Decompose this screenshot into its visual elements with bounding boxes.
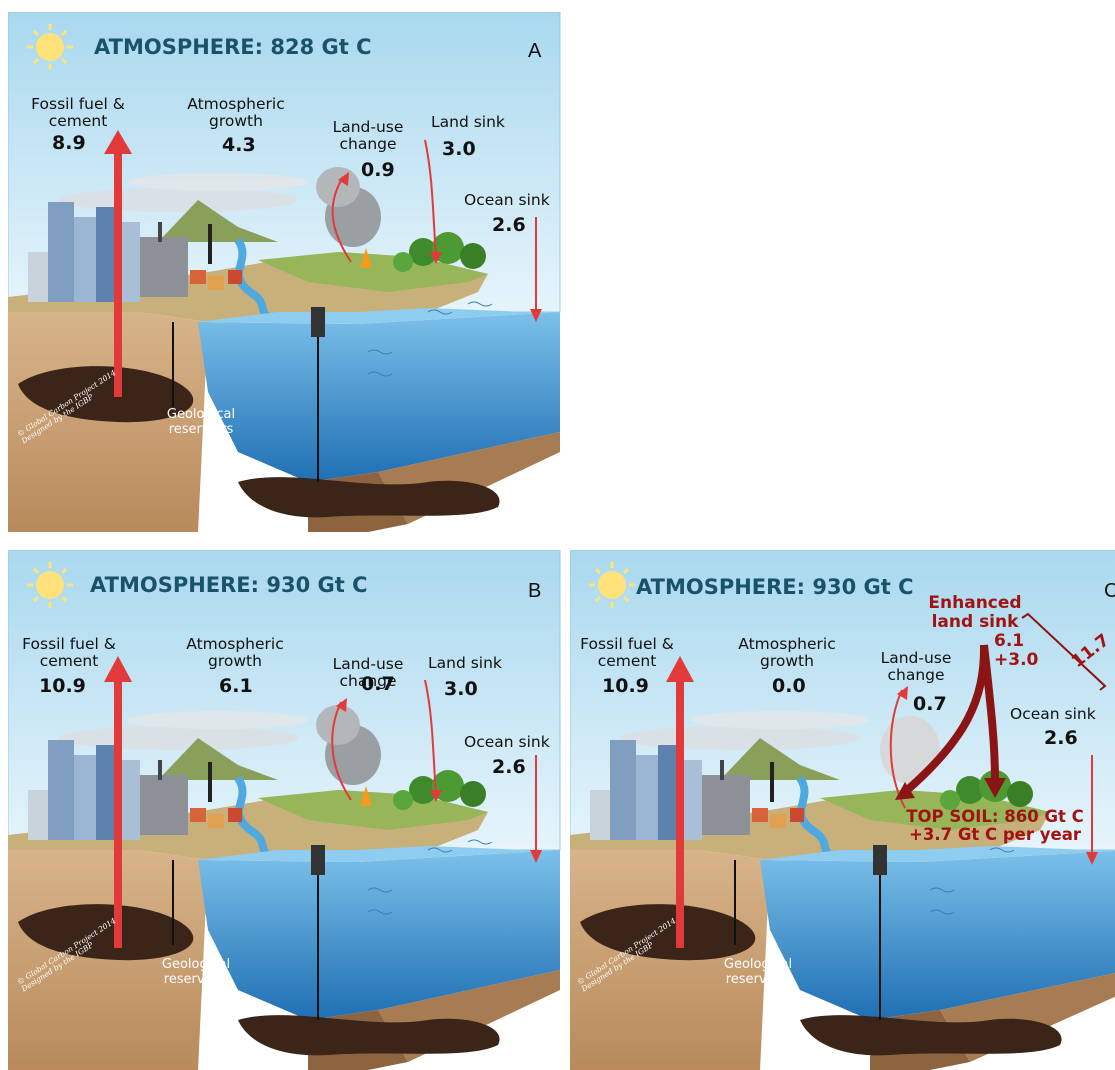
fossil-fuel-value: 10.9 bbox=[39, 675, 86, 697]
ocean-sink-value: 2.6 bbox=[492, 756, 526, 778]
atmospheric-growth-value: 4.3 bbox=[222, 134, 256, 156]
atmospheric-growth-label: Atmospheric growth bbox=[738, 635, 836, 671]
ocean-sink-value: 2.6 bbox=[492, 214, 526, 236]
geological-reservoirs-label: Geological reservoirs bbox=[161, 957, 231, 987]
top-soil-label: TOP SOIL: 860 Gt C +3.7 Gt C per year bbox=[906, 807, 1084, 845]
atmospheric-growth-value: 6.1 bbox=[219, 675, 253, 697]
panel-letter: B bbox=[528, 580, 542, 602]
ocean-sink-label: Ocean sink bbox=[464, 733, 550, 751]
fossil-fuel-value: 8.9 bbox=[52, 132, 86, 154]
geological-reservoirs-label: Geological reservoirs bbox=[723, 957, 793, 987]
panel-letter: A bbox=[528, 40, 542, 62]
atmosphere-total: ATMOSPHERE: 930 Gt C bbox=[90, 573, 368, 597]
land-use-label: Land-use change bbox=[880, 649, 952, 685]
enhanced-land-sink-values: 6.1 +3.0 bbox=[994, 631, 1039, 671]
atmospheric-growth-label: Atmospheric growth bbox=[186, 635, 284, 671]
enhanced-land-sink-label: Enhanced land sink bbox=[928, 593, 1022, 633]
fossil-fuel-label: Fossil fuel & cement bbox=[22, 635, 116, 671]
land-sink-value: 3.0 bbox=[444, 678, 478, 700]
carbon-cycle-scene bbox=[8, 12, 561, 532]
panel-letter: C bbox=[1104, 580, 1115, 602]
fossil-fuel-value: 10.9 bbox=[602, 675, 649, 697]
atmosphere-total: ATMOSPHERE: 930 Gt C bbox=[636, 575, 914, 599]
land-use-value: 0.9 bbox=[361, 159, 395, 181]
land-use-value: 0.7 bbox=[913, 693, 947, 715]
atmosphere-total: ATMOSPHERE: 828 Gt C bbox=[94, 35, 372, 59]
land-use-label: Land-use change bbox=[332, 655, 404, 691]
atmospheric-growth-value: 0.0 bbox=[772, 675, 806, 697]
land-sink-label: Land sink bbox=[431, 113, 505, 131]
ocean-sink-value: 2.6 bbox=[1044, 727, 1078, 749]
atmospheric-growth-label: Atmospheric growth bbox=[187, 95, 285, 131]
land-use-value: 0.7 bbox=[361, 673, 395, 695]
sun-icon bbox=[589, 562, 635, 608]
panel-a: ATMOSPHERE: 828 Gt C A Fossil fuel & cem… bbox=[8, 12, 568, 532]
sun-icon bbox=[27, 24, 73, 70]
land-use-label: Land-use change bbox=[332, 118, 404, 154]
land-sink-value: 3.0 bbox=[442, 138, 476, 160]
panel-b: ATMOSPHERE: 930 Gt C B Fossil fuel & cem… bbox=[8, 550, 568, 1070]
ocean-sink-label: Ocean sink bbox=[464, 191, 550, 209]
carbon-cycle-scene bbox=[8, 550, 561, 1070]
land-sink-label: Land sink bbox=[428, 654, 502, 672]
fossil-fuel-label: Fossil fuel & cement bbox=[580, 635, 674, 671]
panel-c: ATMOSPHERE: 930 Gt C C Fossil fuel & cem… bbox=[570, 550, 1115, 1070]
ocean-sink-label: Ocean sink bbox=[1010, 705, 1096, 723]
fossil-fuel-label: Fossil fuel & cement bbox=[31, 95, 125, 131]
sun-icon bbox=[27, 562, 73, 608]
carbon-cycle-scene bbox=[570, 550, 1115, 1070]
geological-reservoirs-label: Geological reservoirs bbox=[166, 407, 236, 437]
